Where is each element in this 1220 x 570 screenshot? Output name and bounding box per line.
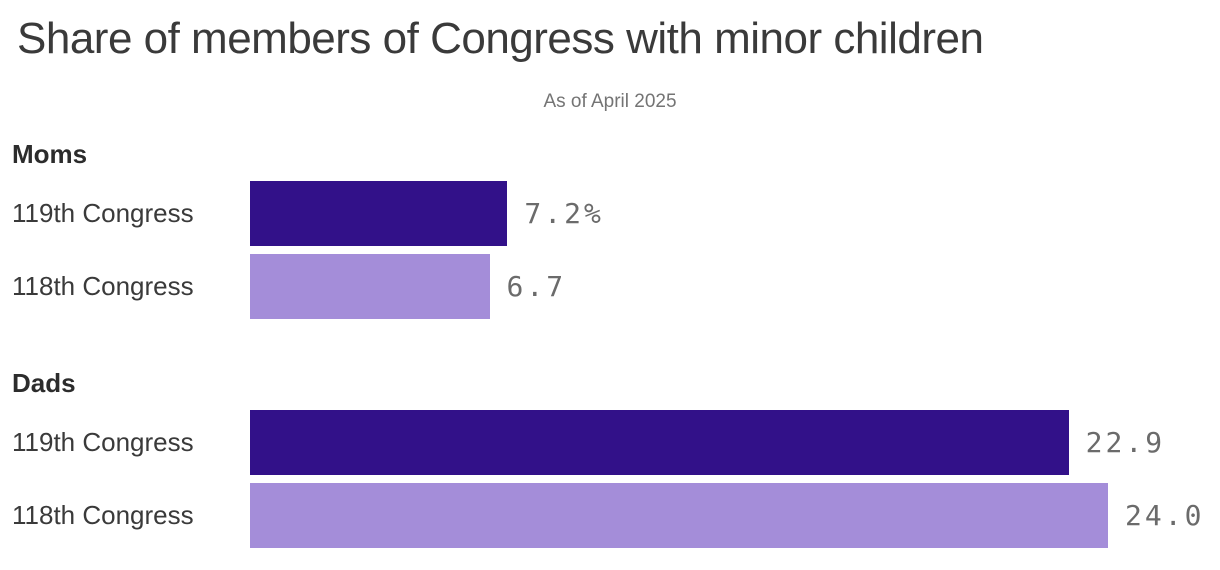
bar-row: 119th Congress 22.9 [0,409,1220,475]
bar-row: 119th Congress 7.2% [0,180,1220,246]
value-label: 22.9 [1085,425,1166,459]
row-label: 119th Congress [12,197,194,228]
row-label: 119th Congress [12,426,194,457]
group-header-moms: Moms [12,138,88,169]
row-label: 118th Congress [12,499,194,530]
group-section-moms: Moms 119th Congress 7.2% 118th Congress … [0,139,1220,319]
bar-row: 118th Congress 24.0 [0,482,1220,548]
bar-119th-dads [250,409,1069,475]
bar-118th-dads [250,482,1108,548]
value-label: 7.2% [524,196,604,230]
chart-title: Share of members of Congress with minor … [17,14,984,63]
group-header-dads: Dads [12,367,76,398]
value-label: 24.0 [1125,498,1205,532]
bar-row: 118th Congress 6.7 [0,253,1220,319]
bar-118th-moms [250,253,490,319]
bar-119th-moms [250,180,508,246]
group-section-dads: Dads 119th Congress 22.9 118th Congress … [0,368,1220,548]
chart-subtitle: As of April 2025 [543,90,677,112]
row-label: 118th Congress [12,270,194,301]
value-label: 6.7 [506,269,567,303]
